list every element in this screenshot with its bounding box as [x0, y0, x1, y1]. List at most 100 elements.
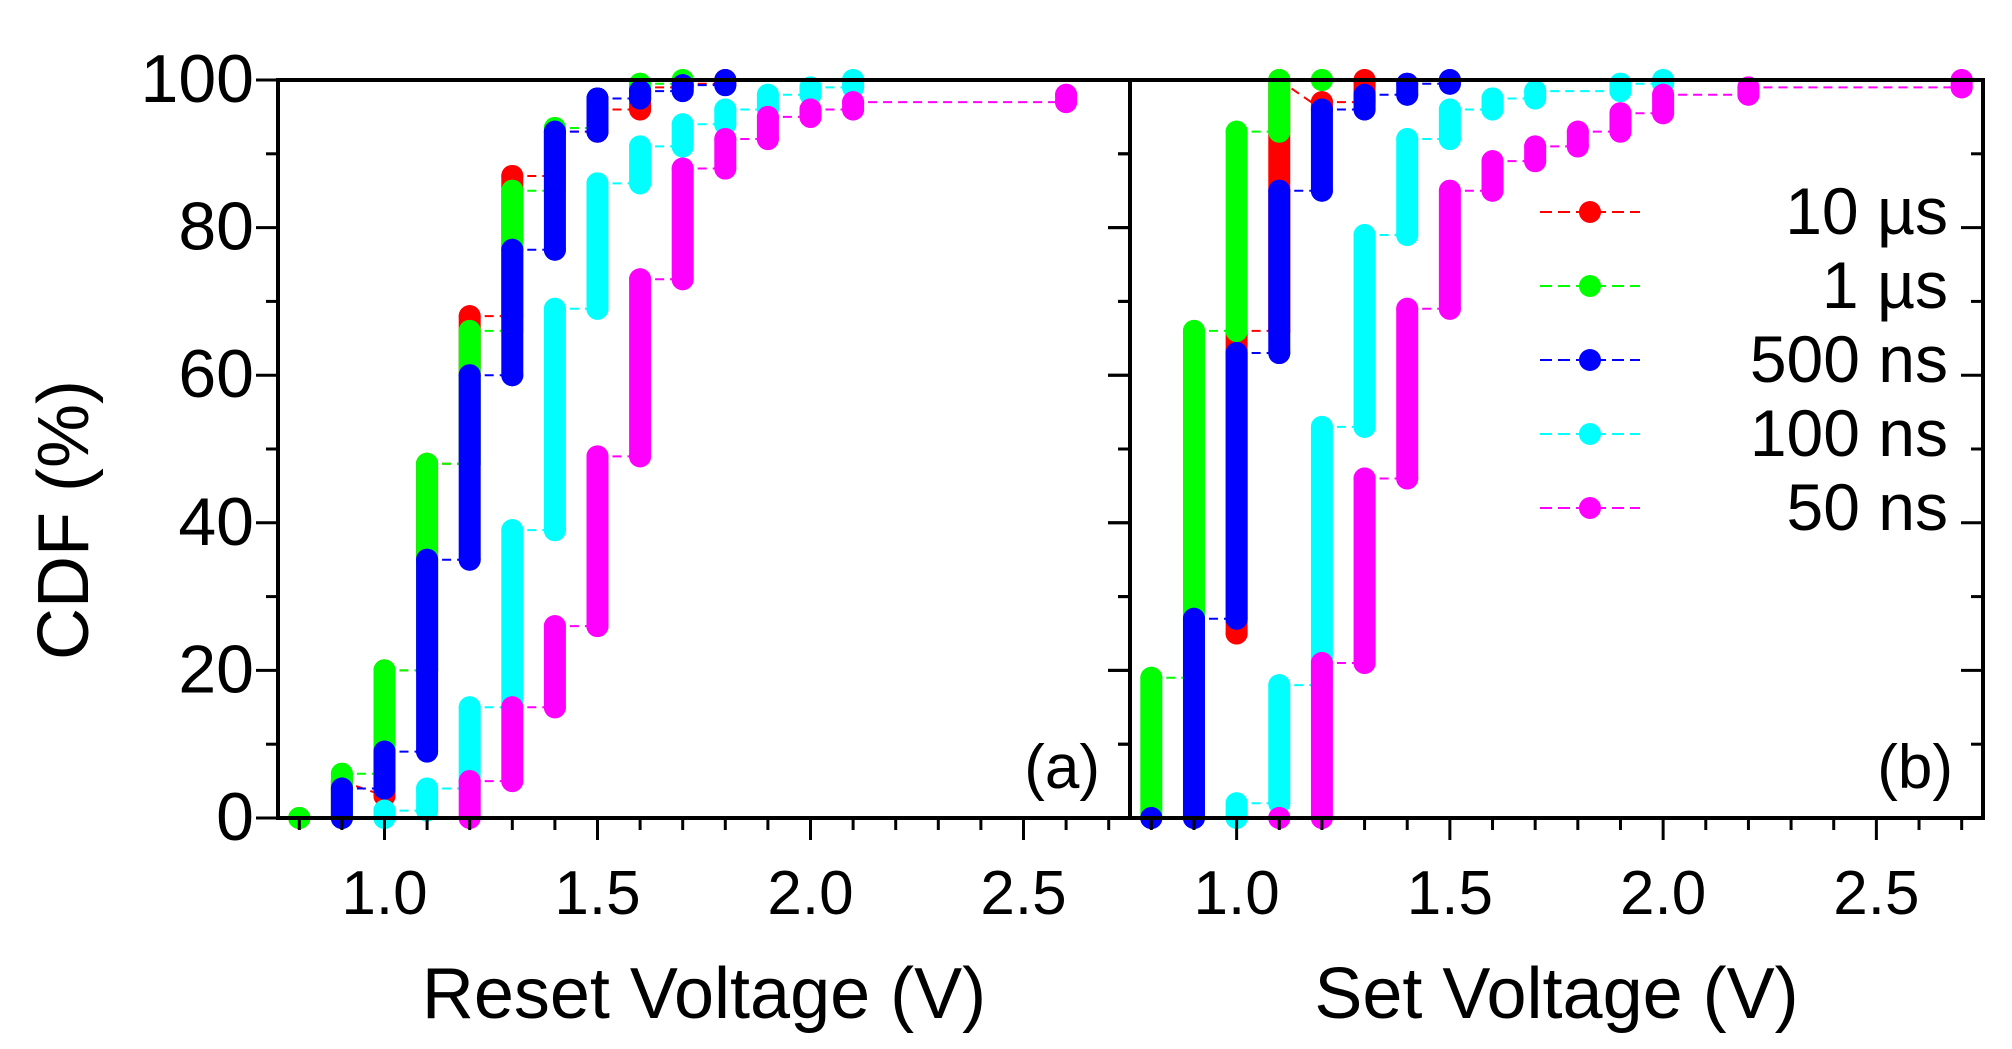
legend-item: 100 ns	[1540, 396, 1948, 470]
series-point	[1566, 135, 1589, 158]
series-point	[1438, 128, 1461, 151]
series-point	[543, 238, 566, 261]
data-layer	[288, 69, 1973, 829]
series-point	[1310, 415, 1333, 438]
series-point	[1310, 179, 1333, 202]
series-point	[1438, 179, 1461, 202]
y-tick-label: 80	[178, 189, 254, 265]
x-axis-title: Set Voltage (V)	[1314, 954, 1798, 1034]
panel-2-series-50-ns	[1268, 69, 1973, 829]
series-point	[330, 777, 353, 800]
series-point	[671, 80, 694, 103]
series-point	[416, 777, 439, 800]
panel-2-series-500-ns	[1140, 69, 1461, 829]
legend-marker	[1579, 275, 1601, 297]
series-point	[458, 770, 481, 793]
panel-2-plot-area	[1140, 69, 1973, 829]
y-tick-label: 60	[178, 336, 254, 412]
panel-2-series-10-s	[1225, 69, 1376, 645]
series-point	[501, 519, 524, 542]
legend-marker	[1579, 349, 1601, 371]
series-point	[586, 297, 609, 320]
series-point	[1481, 98, 1504, 121]
y-tick-label: 20	[178, 631, 254, 707]
x-tick-label: 1.0	[341, 859, 427, 928]
series-point	[1438, 72, 1461, 95]
series-point	[842, 98, 865, 121]
series-point	[458, 319, 481, 342]
series-point	[373, 740, 396, 763]
series-point	[756, 128, 779, 151]
legend-label: 10 µs	[1785, 174, 1948, 248]
y-tick-label: 100	[141, 41, 254, 117]
series-point	[501, 696, 524, 719]
series-point	[1182, 319, 1205, 342]
series-point	[629, 268, 652, 291]
series-point	[543, 297, 566, 320]
x-tick-label: 2.0	[767, 859, 853, 928]
series-point	[458, 364, 481, 387]
series-point	[543, 120, 566, 143]
series-point	[543, 615, 566, 638]
series-point	[1737, 83, 1760, 106]
frames-layer	[256, 78, 1985, 840]
series-point	[1396, 83, 1419, 106]
legend-item: 1 µs	[1540, 248, 1948, 322]
series-point	[1225, 120, 1248, 143]
series-point	[1609, 80, 1632, 103]
series-point	[1310, 98, 1333, 121]
series-point	[1353, 223, 1376, 246]
series-point	[1353, 652, 1376, 675]
panel-1-frame	[276, 78, 1132, 820]
series-point	[714, 128, 737, 151]
legend-label: 500 ns	[1750, 322, 1948, 396]
y-tick-label: 0	[216, 779, 254, 855]
series-point	[586, 445, 609, 468]
series-point	[1396, 467, 1419, 490]
series-point	[1353, 98, 1376, 121]
series-point	[1481, 150, 1504, 173]
panel-1-plot-area	[288, 69, 1078, 829]
series-point	[1609, 120, 1632, 143]
legend-label: 1 µs	[1822, 248, 1948, 322]
series-point	[1438, 98, 1461, 121]
series-point	[1225, 319, 1248, 342]
series-point	[501, 238, 524, 261]
series-point	[1438, 297, 1461, 320]
series-point	[629, 87, 652, 110]
series-point	[586, 120, 609, 143]
panel-1-series-100-ns	[373, 69, 865, 829]
series-point	[1481, 179, 1504, 202]
series-point	[671, 157, 694, 180]
series-point	[501, 364, 524, 387]
series-point	[671, 135, 694, 158]
legend-marker	[1579, 497, 1601, 519]
series-point	[543, 696, 566, 719]
series-point	[629, 135, 652, 158]
legend-marker	[1579, 423, 1601, 445]
series-point	[1353, 467, 1376, 490]
legend-marker	[1579, 201, 1601, 223]
legend-item: 10 µs	[1540, 174, 1948, 248]
legend-label: 100 ns	[1750, 396, 1948, 470]
series-point	[1524, 150, 1547, 173]
series-point	[1353, 415, 1376, 438]
series-point	[458, 548, 481, 571]
series-point	[1609, 102, 1632, 125]
series-point	[373, 777, 396, 800]
series-point	[1268, 120, 1291, 143]
series-point	[586, 87, 609, 110]
series-point	[1140, 666, 1163, 689]
series-point	[1268, 342, 1291, 365]
series-point	[1310, 652, 1333, 675]
x-axis-title: Reset Voltage (V)	[422, 954, 986, 1034]
series-point	[543, 519, 566, 542]
series-point	[1182, 607, 1205, 630]
series-point	[1524, 87, 1547, 110]
x-tick-label: 1.5	[1407, 859, 1493, 928]
series-point	[629, 172, 652, 195]
x-tick-label: 2.5	[980, 859, 1066, 928]
legend-label: 50 ns	[1787, 470, 1948, 544]
y-axis-title: CDF (%)	[24, 380, 104, 660]
